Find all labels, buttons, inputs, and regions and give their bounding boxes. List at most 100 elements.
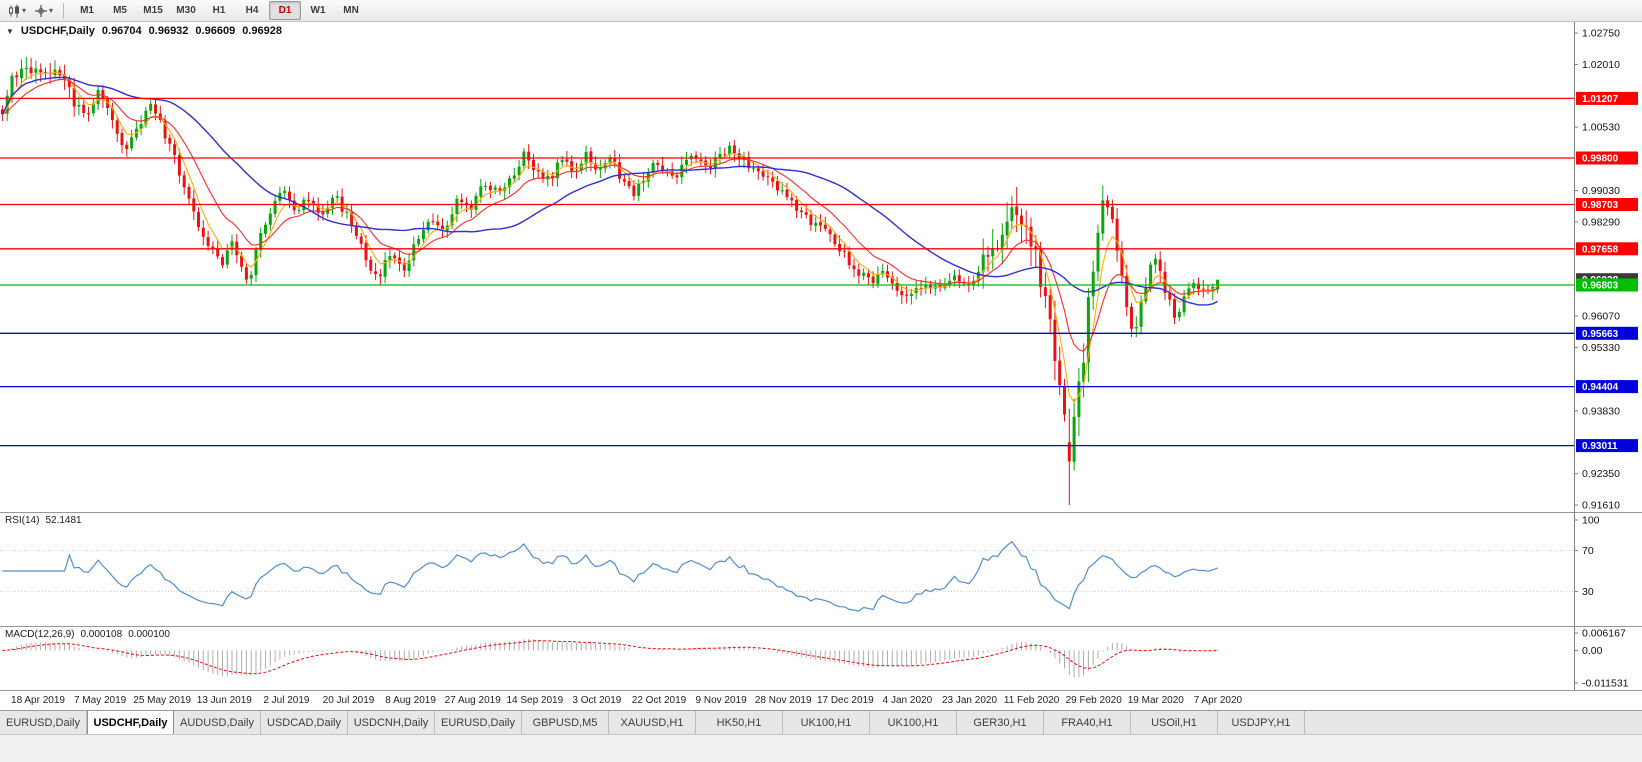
open-value: 0.96704 [101, 25, 142, 37]
svg-text:100: 100 [1582, 515, 1600, 527]
price-axis: 1.02750 1.02010 1.00530 0.99030 0.98290 0.960… [1574, 22, 1620, 512]
svg-text:1.01207: 1.01207 [1582, 94, 1619, 105]
date-label: 4 Jan 2020 [882, 695, 933, 706]
rsi-chart-svg: 100 70 30 [0, 512, 1642, 626]
chart-tab-bar: EURUSD,Daily USDCHF,Daily AUDUSD,Daily USDC… [0, 710, 1642, 734]
chart-tab[interactable]: UK100,H1 [870, 711, 957, 734]
timeframe-button-mn[interactable]: MN [343, 5, 359, 16]
date-label: 28 Nov 2019 [754, 695, 812, 706]
chevron-down-icon: ▾ [22, 5, 27, 15]
chart-tab[interactable]: HK50,H1 [696, 711, 783, 734]
candlestick-series [0, 57, 1220, 505]
chart-tab[interactable]: GBPUSD,M5 [522, 711, 609, 734]
chart-tab[interactable]: AUDUSD,Daily [174, 711, 261, 734]
price-chart-pane[interactable]: 1.02750 1.02010 1.00530 0.99030 0.98290 0.960… [0, 22, 1642, 512]
svg-text:0.93011: 0.93011 [1582, 441, 1618, 452]
resistance-price-label: 1.01207 [1576, 91, 1638, 105]
svg-text:0.96803: 0.96803 [1582, 281, 1619, 292]
timeframe-button-m15[interactable]: M15 [143, 5, 163, 16]
macd-histogram [6, 639, 1219, 678]
rsi-pane[interactable]: 100 70 30 RSI(14) 52.1481 [0, 512, 1642, 626]
date-label: 3 Oct 2019 [572, 695, 622, 706]
chart-tab[interactable]: GER30,H1 [957, 711, 1044, 734]
svg-text:0.00: 0.00 [1582, 645, 1603, 657]
symbol-dropdown-icon[interactable]: ▼ [6, 26, 14, 36]
ma-mid-line [2, 78, 1218, 353]
chart-type-button[interactable]: ▾ [4, 1, 29, 21]
chart-tab[interactable]: EURUSD,Daily [435, 711, 522, 734]
svg-text:0.95663: 0.95663 [1582, 329, 1619, 340]
svg-text:0.91610: 0.91610 [1582, 500, 1620, 512]
svg-text:0.94404: 0.94404 [1582, 382, 1619, 393]
svg-text:0.006167: 0.006167 [1582, 628, 1626, 640]
chart-tab[interactable]: XAUUSD,H1 [609, 711, 696, 734]
date-label: 9 Nov 2019 [695, 695, 747, 706]
svg-text:30: 30 [1582, 586, 1594, 598]
macd-pane[interactable]: 0.006167 0.00 -0.011531 MACD(12,26,9) 0.00… [0, 626, 1642, 690]
svg-text:0.93830: 0.93830 [1582, 405, 1620, 417]
chart-tab[interactable]: USDCAD,Daily [261, 711, 348, 734]
svg-text:0.92350: 0.92350 [1582, 468, 1620, 480]
candlestick-chart-icon [9, 4, 19, 17]
svg-text:1.02750: 1.02750 [1582, 28, 1620, 40]
symbol-name: USDCHF,Daily [20, 25, 95, 37]
chart-tab[interactable]: USDJPY,H1 [1218, 711, 1305, 734]
close-value: 0.96928 [242, 25, 282, 37]
svg-text:70: 70 [1582, 545, 1594, 557]
date-label: 7 May 2019 [73, 695, 127, 706]
date-label: 14 Sep 2019 [506, 695, 564, 706]
high-value: 0.96932 [148, 25, 189, 37]
macd-chart-svg: 0.006167 0.00 -0.011531 [0, 626, 1642, 690]
support-price-label: 0.95663 [1576, 326, 1638, 340]
macd-signal-line [2, 640, 1218, 675]
timeframe-button-h4[interactable]: H4 [245, 5, 259, 16]
svg-text:0.98703: 0.98703 [1582, 200, 1619, 211]
date-label: 20 Jul 2019 [322, 695, 375, 706]
svg-text:1.02010: 1.02010 [1582, 59, 1620, 71]
chevron-down-icon: ▾ [49, 5, 54, 15]
ma-fast-line [1, 71, 1218, 404]
rsi-value: 52.1481 [45, 515, 82, 526]
chart-ohlc-label: ▼ USDCHF,Daily 0.96704 0.96932 0.96609 0… [6, 25, 282, 37]
crosshair-button[interactable]: ▾ [31, 1, 56, 21]
date-label: 2 Jul 2019 [263, 695, 310, 706]
timeframe-button-m5[interactable]: M5 [113, 5, 127, 16]
date-label: 22 Oct 2019 [631, 695, 687, 706]
svg-text:0.97658: 0.97658 [1582, 244, 1619, 255]
timeframe-button-w1[interactable]: W1 [310, 5, 326, 16]
time-axis[interactable]: 18 Apr 2019 7 May 2019 25 May 2019 13 Jun 2… [0, 690, 1642, 710]
rsi-label: RSI(14) 52.1481 [5, 515, 82, 526]
date-label: 19 Mar 2020 [1127, 695, 1184, 706]
resistance-price-label: 0.98703 [1576, 198, 1638, 211]
svg-text:0.99030: 0.99030 [1582, 185, 1620, 197]
date-label: 23 Jan 2020 [941, 695, 998, 706]
chart-tab[interactable]: EURUSD,Daily [0, 711, 87, 734]
macd-signal-value: 0.000100 [128, 629, 170, 640]
date-label: 18 Apr 2019 [11, 695, 65, 706]
toolbar: ▾ ▾ M1 M5 M15 M30 H1 H4 D1 W1 MN [0, 0, 1642, 22]
macd-label: MACD(12,26,9) 0.000108 0.000100 [5, 629, 170, 640]
date-label: 7 Apr 2020 [1193, 695, 1243, 706]
low-value: 0.96609 [195, 25, 236, 37]
chart-tab[interactable]: USDCNH,Daily [348, 711, 435, 734]
chart-tab[interactable]: UK100,H1 [783, 711, 870, 734]
chart-tab[interactable]: USOil,H1 [1131, 711, 1218, 734]
timeframe-group: M1 M5 M15 M30 H1 H4 D1 W1 MN [71, 1, 367, 20]
chart-tab[interactable]: FRA40,H1 [1044, 711, 1131, 734]
chart-tab[interactable]: USDCHF,Daily [87, 711, 174, 734]
macd-name: MACD(12,26,9) [5, 629, 75, 640]
timeframe-button-h1[interactable]: H1 [212, 5, 226, 16]
date-label: 8 Aug 2019 [385, 695, 436, 706]
candlestick-chart-svg[interactable]: 1.02750 1.02010 1.00530 0.99030 0.98290 0.960… [0, 22, 1642, 512]
rsi-name: RSI(14) [5, 515, 40, 526]
ma-slow-line [1, 76, 1218, 306]
date-label: 11 Feb 2020 [1003, 695, 1060, 706]
timeframe-button-d1[interactable]: D1 [269, 1, 302, 20]
svg-text:-0.011531: -0.011531 [1582, 678, 1629, 690]
date-label: 13 Jun 2019 [196, 695, 252, 706]
crosshair-icon [35, 4, 48, 17]
timeframe-button-m30[interactable]: M30 [176, 5, 196, 16]
toolbar-separator [63, 3, 65, 18]
timeframe-button-m1[interactable]: M1 [80, 5, 94, 16]
